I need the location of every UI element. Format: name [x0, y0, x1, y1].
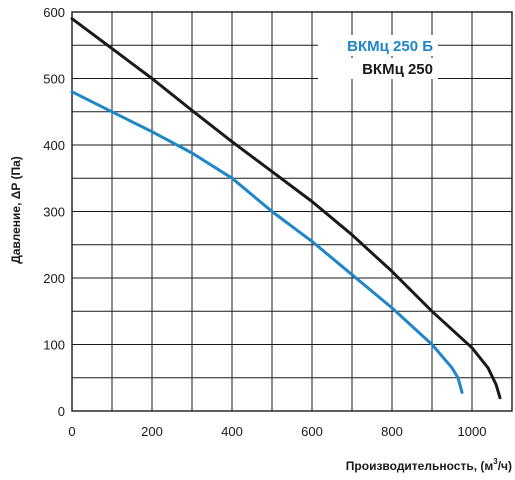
chart-legend: ВКМц 250 Б ВКМц 250: [318, 35, 438, 79]
chart-ticks: 0 200 400 600 800 1000 0 100 200 300 400 500 600: [43, 5, 486, 439]
series-line-2: [70, 17, 502, 400]
chart-grid: [71, 11, 513, 412]
y-tick-label: 500: [43, 72, 65, 87]
chart-series: [70, 17, 502, 400]
x-tick-label: 400: [221, 424, 243, 439]
y-tick-label: 200: [43, 271, 65, 286]
y-tick-label: 0: [58, 404, 65, 419]
y-tick-label: 300: [43, 205, 65, 220]
legend-entry-1: ВКМц 250 Б: [347, 38, 433, 55]
series-line-1: [70, 90, 464, 394]
legend-background: [318, 58, 438, 79]
x-tick-label: 200: [141, 424, 163, 439]
legend-background: [318, 35, 438, 56]
y-tick-label: 100: [43, 338, 65, 353]
x-tick-label: 600: [301, 424, 323, 439]
x-tick-label: 800: [381, 424, 403, 439]
y-axis-label: Давление, ΔP (Па): [9, 156, 23, 264]
x-tick-label: 1000: [458, 424, 487, 439]
y-tick-label: 600: [43, 5, 65, 20]
legend-entry-2: ВКМц 250: [362, 61, 433, 78]
x-tick-label: 0: [68, 424, 75, 439]
y-tick-label: 400: [43, 138, 65, 153]
x-axis-label: Производительность, (м3/ч): [346, 457, 512, 473]
